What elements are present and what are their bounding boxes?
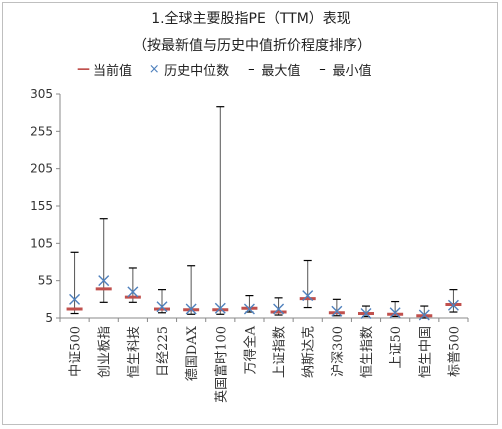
legend-item-min: – 最小值 <box>319 62 372 79</box>
y-tick-label: 55 <box>38 274 53 288</box>
category-label: 上证指数 <box>273 326 288 378</box>
median-marker <box>69 293 81 305</box>
chart-frame <box>2 2 498 425</box>
y-tick-label: 255 <box>30 124 53 138</box>
category-label: 纳斯达克 <box>302 326 317 378</box>
category-label: 万得全A <box>242 325 258 374</box>
median-marker <box>273 303 285 315</box>
median-marker <box>127 286 139 298</box>
median-marker <box>447 299 459 311</box>
legend-item-current: — 当前值 <box>77 62 133 79</box>
y-tick-label: 205 <box>30 162 53 176</box>
legend-label-current: 当前值 <box>93 64 133 79</box>
median-marker <box>302 290 314 302</box>
category-label: 德国DAX <box>185 325 200 381</box>
median-marker <box>389 307 401 319</box>
chart-subtitle: （按最新值与历史中值折价程度排序） <box>133 38 371 54</box>
category-label: 创业板指 <box>98 326 113 378</box>
legend: — 当前值 × 历史中位数 – 最大值 – 最小值 <box>77 60 383 79</box>
category-label: 恒生科技 <box>127 326 142 378</box>
median-marker <box>156 301 168 313</box>
category-label: 英国富时100 <box>213 326 229 403</box>
legend-label-max: 最大值 <box>261 64 301 79</box>
category-label: 中证500 <box>69 326 84 377</box>
category-label: 日经225 <box>156 326 171 377</box>
median-marker <box>98 275 110 287</box>
y-tick-label: 5 <box>45 311 53 325</box>
category-label: 沪深300 <box>330 326 346 377</box>
legend-item-median: × 历史中位数 <box>148 62 230 79</box>
category-label: 上证50 <box>389 326 404 369</box>
y-tick-label: 105 <box>30 236 53 250</box>
legend-label-median: 历史中位数 <box>164 64 230 79</box>
median-marker <box>418 309 430 321</box>
median-marker <box>331 305 343 317</box>
median-marker <box>360 308 372 320</box>
chart-title: 1.全球主要股指PE（TTM）表现 <box>151 11 351 27</box>
legend-item-max: – 最大值 <box>248 62 301 79</box>
median-marker <box>243 303 255 315</box>
y-tick-label: 305 <box>30 87 53 101</box>
legend-label-min: 最小值 <box>332 64 372 79</box>
median-marker <box>214 302 226 314</box>
category-label: 恒生中国 <box>418 326 433 378</box>
median-marker <box>185 303 197 315</box>
category-label: 恒生指数 <box>360 326 375 378</box>
y-tick-label: 155 <box>30 199 53 213</box>
category-label: 标普500 <box>447 326 462 377</box>
